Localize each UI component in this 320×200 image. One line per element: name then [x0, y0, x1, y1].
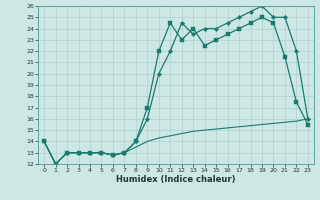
X-axis label: Humidex (Indice chaleur): Humidex (Indice chaleur)	[116, 175, 236, 184]
